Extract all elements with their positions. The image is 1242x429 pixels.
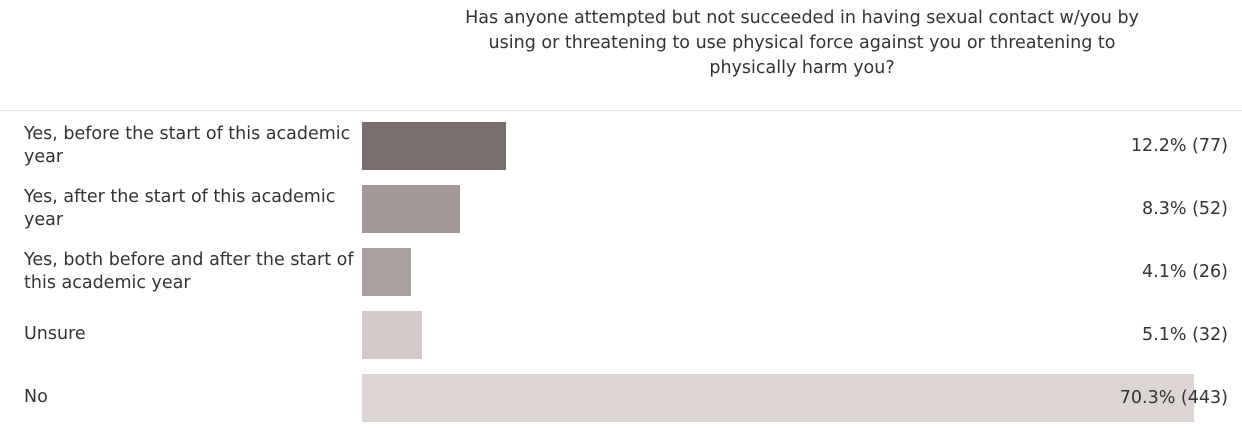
bar	[362, 311, 422, 359]
bar-row: Yes, both before and after the start of …	[0, 240, 1242, 303]
bar	[362, 185, 460, 233]
title-line-2: using or threatening to use physical for…	[488, 33, 1116, 53]
bar-row: Yes, before the start of this academic y…	[0, 114, 1242, 177]
value-label: 70.3% (443)	[1119, 387, 1228, 408]
category-label: Yes, both before and after the start of …	[24, 249, 354, 293]
category-label: No	[24, 387, 48, 407]
chart-title: Has anyone attempted but not succeeded i…	[362, 6, 1242, 81]
value-label: 8.3% (52)	[1142, 198, 1228, 219]
category-label: Yes, before the start of this academic y…	[24, 123, 351, 167]
bar	[362, 122, 506, 170]
bar-row: Unsure 5.1% (32)	[0, 303, 1242, 366]
value-label: 4.1% (26)	[1142, 261, 1228, 282]
bar	[362, 248, 411, 296]
bar-row: No 70.3% (443)	[0, 366, 1242, 429]
category-label: Yes, after the start of this academic ye…	[24, 186, 336, 230]
header-divider	[0, 110, 1242, 111]
bar	[362, 374, 1194, 422]
category-label: Unsure	[24, 324, 86, 344]
value-label: 12.2% (77)	[1130, 135, 1228, 156]
title-line-1: Has anyone attempted but not succeeded i…	[465, 8, 1139, 28]
bar-row: Yes, after the start of this academic ye…	[0, 177, 1242, 240]
title-line-3: physically harm you?	[709, 58, 895, 78]
value-label: 5.1% (32)	[1142, 324, 1228, 345]
